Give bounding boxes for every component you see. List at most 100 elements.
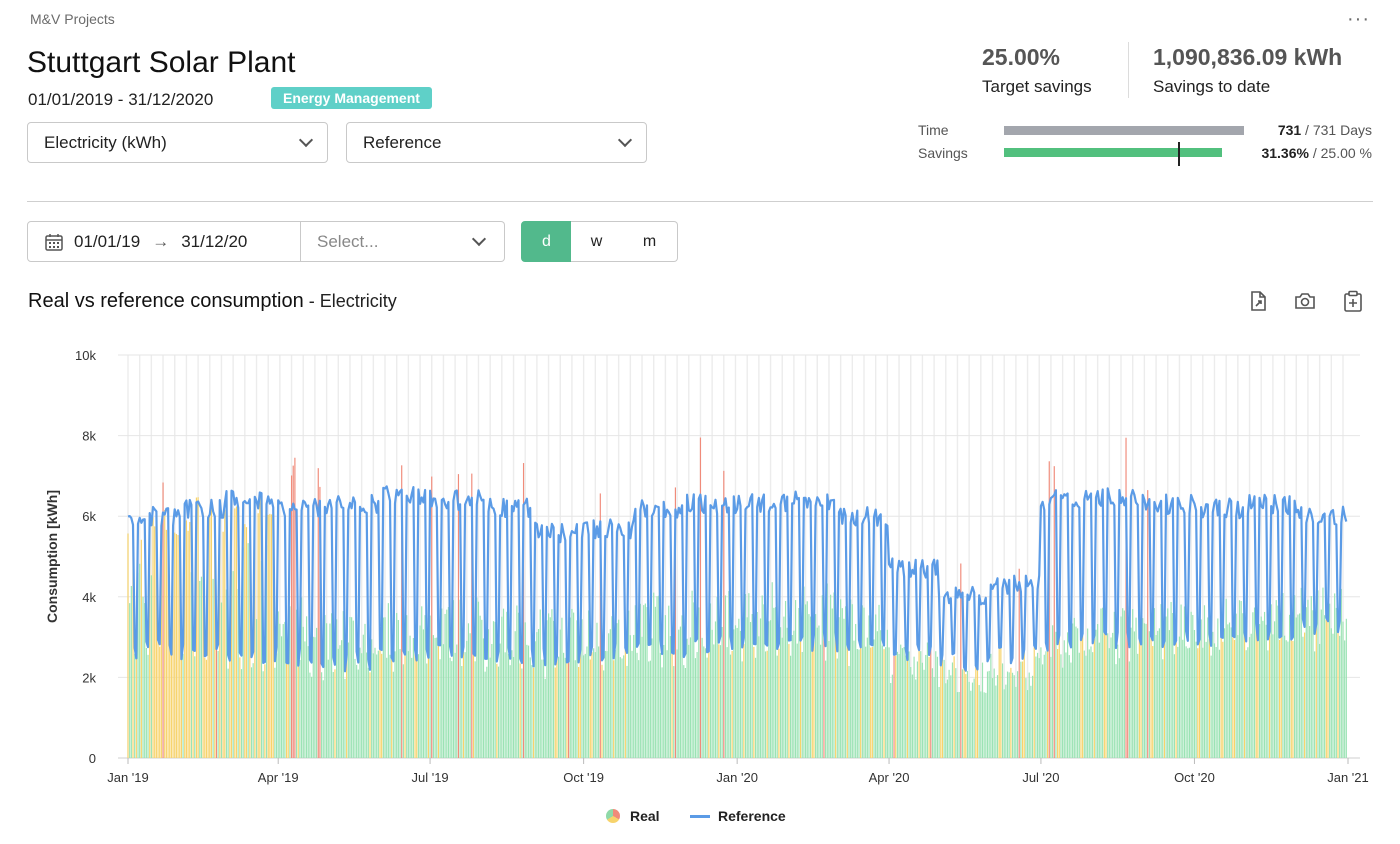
real-bar	[708, 647, 710, 758]
real-bar	[439, 659, 441, 758]
kpi-target-value: 25.00%	[982, 44, 1061, 70]
real-bar	[1310, 596, 1312, 758]
granularity-day-button[interactable]: d	[521, 221, 572, 262]
real-bar	[871, 646, 873, 758]
granularity-month-button[interactable]: m	[622, 221, 678, 262]
date-from[interactable]: 01/01/19	[74, 231, 141, 251]
real-bar	[1334, 593, 1336, 758]
real-bar	[1057, 648, 1059, 758]
date-to[interactable]: 31/12/20	[181, 231, 248, 251]
energy-type-select[interactable]: Electricity (kWh)	[27, 122, 328, 163]
real-bar	[958, 691, 960, 758]
real-bar	[411, 657, 413, 758]
real-bar	[694, 658, 697, 758]
real-bar	[881, 645, 883, 758]
real-bar	[811, 645, 813, 758]
real-bar	[1075, 626, 1077, 758]
legend-item-reference[interactable]: Reference	[690, 808, 786, 824]
real-bar	[661, 667, 663, 758]
real-bar	[1150, 634, 1152, 758]
real-bar	[800, 639, 802, 758]
real-bar	[1080, 639, 1082, 758]
date-range-picker[interactable]: 01/01/19 → 31/12/20	[27, 221, 301, 262]
real-bar	[189, 522, 191, 758]
period-select[interactable]: Select...	[301, 221, 505, 262]
chevron-down-icon	[617, 132, 633, 148]
real-bar	[1215, 646, 1217, 758]
real-bar	[875, 614, 877, 758]
real-bar	[678, 629, 680, 758]
real-bar	[916, 661, 918, 758]
real-bar	[768, 621, 770, 758]
granularity-week-button[interactable]: w	[571, 221, 623, 262]
real-bar	[546, 620, 548, 758]
real-bar	[516, 605, 518, 758]
real-bar	[200, 576, 203, 758]
real-bar	[559, 629, 561, 758]
real-bar	[1277, 605, 1279, 758]
real-bar	[379, 646, 381, 758]
real-bar	[986, 671, 989, 758]
real-bar	[820, 644, 822, 758]
real-bar	[502, 608, 505, 758]
real-bar	[182, 653, 184, 758]
real-bar	[938, 686, 940, 758]
real-bar	[1257, 640, 1259, 758]
real-bar	[399, 649, 401, 758]
real-bar	[1001, 663, 1004, 758]
real-bar	[184, 518, 186, 758]
real-bar	[539, 609, 541, 758]
real-bar	[1178, 636, 1181, 758]
x-tick-label: Apr '19	[258, 770, 299, 785]
page-title: Stuttgart Solar Plant	[27, 46, 296, 79]
real-bar	[346, 649, 348, 758]
real-bar	[1008, 672, 1010, 758]
more-options-icon[interactable]: ···	[1347, 8, 1370, 30]
chart-subtitle: Electricity	[319, 291, 397, 311]
real-bar	[255, 619, 258, 758]
clipboard-add-icon[interactable]	[1342, 290, 1364, 312]
real-bar	[414, 647, 416, 758]
real-bar	[823, 607, 825, 758]
legend-real-label: Real	[630, 808, 660, 824]
camera-icon[interactable]	[1294, 290, 1316, 312]
real-bar	[227, 668, 229, 758]
real-bar	[170, 652, 172, 758]
real-bar	[1128, 661, 1130, 758]
real-bar	[643, 605, 645, 758]
real-bar	[154, 526, 156, 758]
real-bar	[364, 623, 366, 758]
x-tick-label: Jul '20	[1022, 770, 1059, 785]
real-bar	[321, 672, 323, 758]
real-bar	[1088, 649, 1090, 758]
real-bar	[1142, 618, 1144, 758]
real-bar	[264, 664, 266, 758]
legend-reference-swatch	[690, 814, 710, 818]
real-bar	[950, 675, 952, 758]
real-bar	[334, 669, 336, 758]
real-bar	[1304, 632, 1306, 758]
real-bar	[1047, 647, 1049, 758]
time-progress-bar	[1004, 126, 1244, 135]
real-bar	[489, 657, 491, 758]
real-bar	[1097, 624, 1099, 758]
real-bar	[159, 646, 161, 758]
real-bar	[287, 663, 289, 758]
real-bar	[1225, 598, 1227, 758]
calendar-icon	[45, 233, 63, 251]
real-bar	[910, 666, 912, 758]
real-bar	[754, 657, 757, 758]
real-bar	[1041, 664, 1044, 758]
real-bar	[1245, 650, 1247, 758]
real-bar	[576, 620, 578, 758]
real-bar	[751, 614, 753, 758]
breadcrumb[interactable]: M&V Projects	[30, 11, 115, 27]
real-bar	[199, 580, 201, 758]
export-file-icon[interactable]	[1247, 290, 1269, 312]
real-bar	[454, 652, 456, 758]
baseline-select[interactable]: Reference	[346, 122, 647, 163]
real-bar	[491, 644, 493, 758]
legend-item-real[interactable]: Real	[606, 808, 660, 824]
real-bar	[392, 671, 394, 758]
real-bar	[1053, 466, 1055, 758]
